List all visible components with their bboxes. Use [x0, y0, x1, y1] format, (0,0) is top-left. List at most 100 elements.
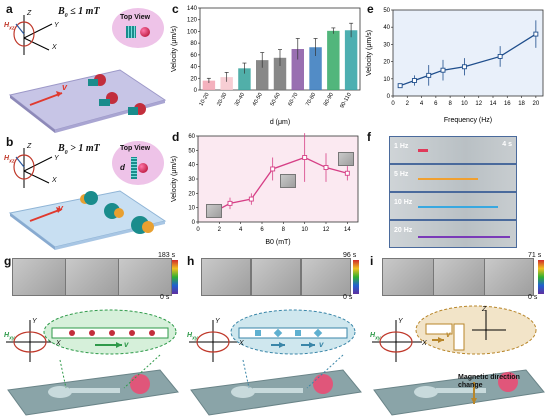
y-tick-label-1: 10 [188, 206, 195, 212]
y-tick-label-1: 10 [383, 77, 390, 83]
y-tick-label-0: 0 [387, 94, 391, 100]
panel-label-i: i [370, 254, 374, 268]
top-view-bubble-a [112, 8, 164, 48]
axis-x-h: X [239, 340, 244, 347]
micrograph-g1 [12, 258, 66, 296]
axis-x-g: X [56, 340, 61, 347]
bar-5 [291, 49, 304, 90]
time-colorbar-g [172, 260, 178, 294]
strip-10hz: 10 Hz [389, 192, 517, 220]
y-tick-label-5: 50 [383, 8, 390, 14]
panel-i: i 71 s 0 s Hxy X Y Z v Magnetic directio… [366, 252, 550, 417]
y-tick-label-3: 60 [190, 53, 197, 59]
condition-a: B0 ≤ 1 mT [58, 6, 100, 19]
x-tick-label-1: 2 [406, 101, 410, 107]
x-tick-label-3: 40-50 [252, 92, 264, 107]
y-tick-label-6: 120 [187, 18, 198, 24]
panel-label-d: d [172, 130, 180, 144]
bar-1 [220, 77, 233, 90]
data-point-0 [397, 83, 403, 89]
field-label-g: Hxy [4, 332, 15, 342]
y-tick-label-0: 0 [194, 88, 198, 94]
panel-h: h 96 s 0 s Hxy X Y v [183, 252, 366, 417]
micrograph-i1 [382, 258, 434, 296]
x-tick-label-10: 20 [533, 101, 540, 107]
y-tick-label-4: 40 [383, 25, 390, 31]
axis-x-a: X [52, 44, 57, 51]
sphere-icon-b [138, 163, 148, 173]
time-max-g: 183 s [158, 252, 176, 259]
velocity-label-b: v [58, 203, 64, 213]
data-point-5 [323, 165, 329, 170]
x-tick-label-0: 0 [391, 101, 395, 107]
data-point-4 [302, 155, 308, 160]
top-view-label-a: Top View [120, 14, 151, 21]
axis-x-i: X [422, 340, 427, 347]
x-tick-label-1: 20-30 [216, 92, 228, 107]
x-tick-label-3: 6 [260, 227, 264, 233]
x-tick-label-4: 8 [282, 227, 286, 233]
y-tick-label-5: 50 [188, 148, 195, 154]
data-point-1 [227, 200, 233, 206]
micrograph-g3 [118, 258, 172, 296]
inset-image-d1 [206, 204, 222, 218]
axis-y-i: Y [398, 318, 403, 325]
x-tick-label-3: 6 [434, 101, 438, 107]
y-tick-label-2: 20 [383, 60, 390, 66]
data-point-1 [411, 78, 417, 83]
x-tick-label-8: 16 [504, 101, 511, 107]
time-label-f: 4 s [502, 141, 512, 148]
x-tick-label-8: 90-110 [339, 92, 353, 109]
x-tick-label-2: 4 [420, 101, 424, 107]
particle-chain-icon-b [131, 157, 137, 179]
data-point-6 [344, 170, 350, 176]
axis-z-a: Z [27, 10, 32, 17]
top-view-label-b: Top View [120, 145, 151, 152]
x-tick-label-2: 4 [239, 227, 243, 233]
field-label-a: Hxz [4, 22, 15, 32]
y-tick-label-4: 40 [188, 163, 195, 169]
plot-bg [393, 10, 543, 96]
data-point-4 [461, 64, 467, 70]
axis-y-g: Y [32, 318, 37, 325]
panel-label-b: b [6, 135, 14, 149]
axis-y-a: Y [54, 22, 59, 29]
data-point-2 [426, 72, 432, 78]
bar-6 [309, 47, 322, 90]
strip-1hz: 1 Hz 4 s [389, 136, 517, 164]
time-colorbar-h [353, 260, 359, 294]
time-min-i: 0 s [528, 294, 538, 301]
inset-image-d2 [280, 174, 296, 188]
x-tick-label-4: 50-60 [269, 92, 281, 107]
panel-e: e 0 10 20 30 40 50 Velocity (μm/s) Frequency (H… [365, 0, 550, 128]
strip-5hz: 5 Hz [389, 164, 517, 192]
panel-label-a: a [6, 2, 13, 16]
velocity-label-i: v [446, 330, 451, 339]
axis-z-b: Z [27, 143, 32, 150]
panel-label-h: h [187, 254, 195, 268]
y-tick-label-6: 60 [188, 134, 195, 140]
plot-bg [198, 136, 358, 222]
x-tick-label-2: 30-40 [234, 92, 246, 107]
x-tick-label-5: 10 [461, 101, 468, 107]
x-tick-label-6: 12 [475, 101, 482, 107]
y-tick-label-0: 0 [192, 220, 196, 226]
sphere-icon [140, 27, 150, 37]
field-label-h: Hxy [187, 332, 198, 342]
bar-7 [327, 30, 340, 90]
panel-label-f: f [367, 130, 371, 144]
x-tick-label-7: 14 [490, 101, 497, 107]
x-tick-label-4: 8 [448, 101, 452, 107]
field-label-b: Hxz [4, 155, 15, 165]
x-tick-label-1: 2 [218, 227, 222, 233]
field-label-i: Hxy [370, 332, 381, 342]
velocity-label-h: v [319, 340, 324, 349]
panel-c: c 0 20 40 60 80 100 120 140 Velocity (μm/s) d (μm… [170, 0, 365, 128]
x-tick-label-0: 0 [196, 227, 200, 233]
panel-a: a B0 ≤ 1 mT Z Y X Hxz Top View v [0, 0, 170, 135]
x-tick-label-7: 14 [344, 227, 351, 233]
x-tick-label-9: 18 [518, 101, 525, 107]
axis-y-b: Y [54, 155, 59, 162]
axes-diagram-b [13, 148, 53, 188]
x-tick-label-6: 12 [323, 227, 330, 233]
